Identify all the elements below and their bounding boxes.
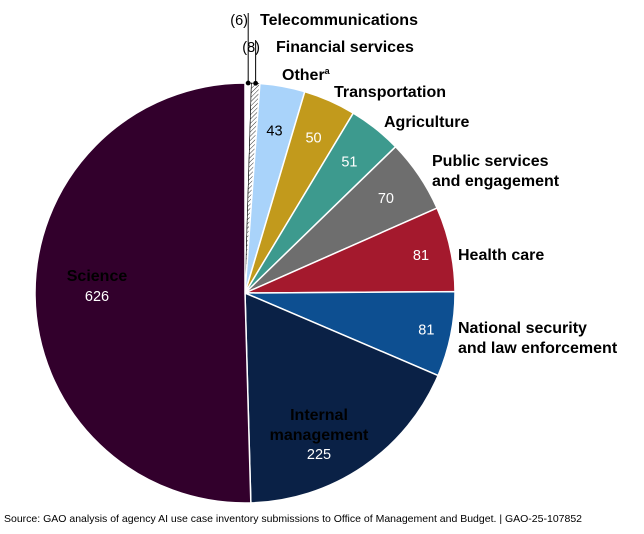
label-internal-management: Internal management <box>270 407 369 444</box>
pie-slices <box>34 82 456 504</box>
pie-chart: Telecommunications (6) Financial services (… <box>34 12 618 504</box>
leader-dot-financial-services <box>253 80 259 86</box>
leader-dot-telecommunications <box>245 80 251 86</box>
label-health-care: Health care <box>458 247 544 264</box>
source-note: Source: GAO analysis of agency AI use ca… <box>4 513 583 525</box>
value-telecommunications: (6) <box>230 13 248 29</box>
value-public-services-and-engagement: 70 <box>378 191 394 207</box>
value-transportation: 50 <box>305 130 321 146</box>
label-transportation: Transportation <box>334 84 446 101</box>
value-science: 626 <box>85 289 109 305</box>
pie-labels: Telecommunications (6) Financial services (… <box>67 12 618 463</box>
value-financial-services: (8) <box>242 40 260 56</box>
label-other: Othera <box>282 66 331 84</box>
label-national-security-and-law-enforcement: National security and law enforcement <box>458 320 618 357</box>
label-agriculture: Agriculture <box>384 114 469 131</box>
value-other: 43 <box>266 124 282 140</box>
label-public-services-and-engagement: Public services and engagement <box>432 153 560 190</box>
label-telecommunications: Telecommunications <box>260 12 418 29</box>
value-national-security-and-law-enforcement: 81 <box>418 323 434 339</box>
label-science: Science <box>67 268 128 285</box>
value-health-care: 81 <box>413 248 429 264</box>
value-agriculture: 51 <box>341 154 357 170</box>
slice-internal-management <box>244 291 440 504</box>
label-financial-services: Financial services <box>276 39 414 56</box>
slice-science <box>34 82 252 504</box>
value-internal-management: 225 <box>307 447 331 463</box>
